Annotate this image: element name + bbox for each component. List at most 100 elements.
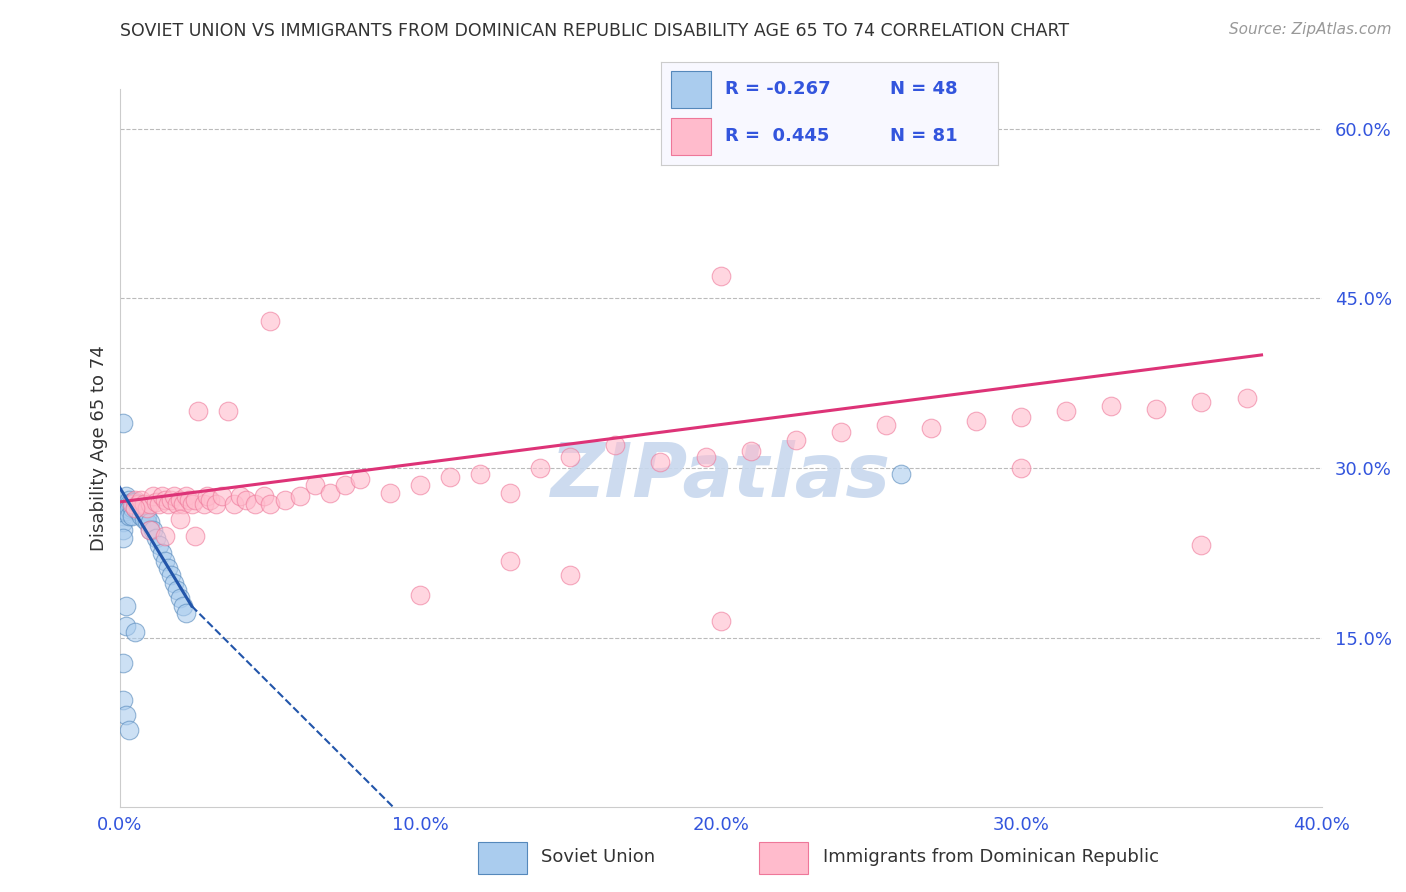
Point: [169, 492, 191, 507]
Point: [1236, 391, 1258, 405]
Point: [159, 568, 181, 582]
Point: [243, 497, 266, 511]
Point: [1054, 404, 1077, 418]
Point: [222, 497, 245, 511]
Point: [121, 508, 143, 523]
Point: [499, 486, 522, 500]
Point: [135, 500, 157, 515]
Point: [124, 492, 146, 507]
Point: [162, 576, 184, 591]
Point: [124, 500, 146, 515]
Bar: [478, 842, 527, 874]
Point: [740, 444, 762, 458]
Point: [193, 497, 215, 511]
Point: [409, 588, 432, 602]
Text: N = 48: N = 48: [890, 80, 957, 98]
Text: Source: ZipAtlas.com: Source: ZipAtlas.com: [1229, 22, 1392, 37]
Point: [259, 497, 281, 511]
Point: [166, 583, 188, 598]
Point: [117, 508, 139, 523]
Point: [709, 268, 731, 283]
Point: [1010, 410, 1032, 425]
Point: [145, 531, 167, 545]
Point: [195, 489, 218, 503]
Point: [111, 516, 134, 530]
Text: N = 81: N = 81: [890, 128, 957, 145]
Point: [409, 478, 432, 492]
Point: [124, 500, 146, 515]
Point: [111, 504, 134, 518]
Point: [166, 497, 188, 511]
Point: [114, 489, 136, 503]
Point: [204, 497, 226, 511]
Point: [859, 116, 882, 130]
Text: R =  0.445: R = 0.445: [725, 128, 830, 145]
Point: [111, 497, 134, 511]
Point: [319, 486, 342, 500]
Point: [259, 314, 281, 328]
Point: [1144, 402, 1167, 417]
Point: [114, 619, 136, 633]
Point: [150, 546, 173, 560]
Bar: [671, 70, 711, 108]
Point: [695, 450, 717, 464]
Point: [1189, 395, 1212, 409]
Point: [1010, 461, 1032, 475]
Point: [117, 497, 139, 511]
Point: [111, 416, 134, 430]
Point: [650, 455, 672, 469]
Point: [605, 438, 627, 452]
Bar: [671, 118, 711, 155]
Point: [111, 656, 134, 670]
Point: [156, 497, 179, 511]
Point: [529, 461, 551, 475]
Point: [217, 404, 239, 418]
Point: [159, 492, 181, 507]
Point: [172, 497, 194, 511]
Point: [162, 489, 184, 503]
Point: [121, 495, 143, 509]
Point: [111, 523, 134, 537]
Point: [129, 492, 152, 507]
Point: [965, 413, 987, 427]
Point: [153, 554, 176, 568]
Point: [177, 492, 200, 507]
Point: [132, 504, 155, 518]
Text: Soviet Union: Soviet Union: [541, 847, 655, 866]
Point: [1099, 399, 1122, 413]
Point: [111, 693, 134, 707]
Point: [129, 500, 152, 515]
Point: [138, 516, 160, 530]
Point: [785, 433, 807, 447]
Point: [132, 512, 155, 526]
Point: [180, 497, 202, 511]
Point: [172, 599, 194, 613]
Point: [114, 504, 136, 518]
Point: [235, 492, 257, 507]
Point: [135, 516, 157, 530]
Point: [138, 523, 160, 537]
Point: [111, 531, 134, 545]
Point: [439, 470, 461, 484]
Point: [187, 404, 209, 418]
Point: [198, 492, 221, 507]
Point: [114, 599, 136, 613]
Point: [148, 538, 170, 552]
Point: [142, 489, 165, 503]
Point: [875, 418, 897, 433]
Point: [132, 497, 155, 511]
Point: [183, 492, 205, 507]
Point: [174, 489, 197, 503]
Point: [121, 500, 143, 515]
Text: SOVIET UNION VS IMMIGRANTS FROM DOMINICAN REPUBLIC DISABILITY AGE 65 TO 74 CORRE: SOVIET UNION VS IMMIGRANTS FROM DOMINICA…: [120, 22, 1069, 40]
Point: [138, 497, 160, 511]
Point: [117, 723, 139, 738]
Point: [135, 508, 157, 523]
Point: [560, 450, 582, 464]
Point: [183, 529, 205, 543]
Text: R = -0.267: R = -0.267: [725, 80, 831, 98]
Point: [153, 529, 176, 543]
Point: [127, 497, 149, 511]
Point: [333, 478, 356, 492]
Point: [349, 472, 371, 486]
